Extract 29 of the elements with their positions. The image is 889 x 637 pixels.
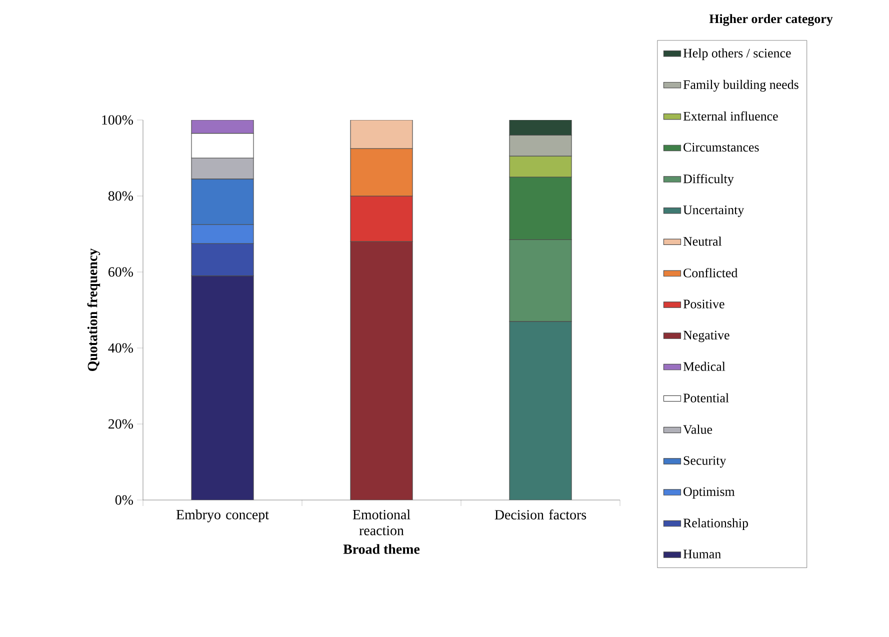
- y-axis-title: Quotation frequency: [87, 248, 100, 371]
- legend-label: Conflicted: [684, 268, 738, 278]
- legend-label: Negative: [683, 330, 730, 342]
- legend-label: Human: [683, 550, 721, 558]
- legend-label: Neutral: [683, 236, 722, 246]
- y-tick-label: 0%: [115, 495, 133, 505]
- x-tick-label: Embryo concept: [176, 510, 269, 522]
- legend-label: Circumstances: [684, 142, 759, 152]
- legend-label: Help others / science: [683, 48, 791, 60]
- legend-label: Positive: [683, 300, 724, 308]
- legend-label: Security: [684, 456, 726, 468]
- legend-label: Family building needs: [683, 80, 798, 92]
- x-tick-label: Decision factors: [494, 510, 586, 520]
- legend-label: Relationship: [683, 518, 748, 530]
- legend-title: Higher order category: [709, 14, 833, 26]
- y-tick-label: 80%: [108, 191, 133, 201]
- legend-label: Difficulty: [683, 174, 734, 186]
- x-axis-title: Broad theme: [343, 544, 420, 554]
- legend-label: Potential: [683, 393, 729, 402]
- legend-label: External influence: [683, 111, 778, 121]
- legend-label: Medical: [683, 362, 726, 371]
- y-tick-label: 20%: [108, 419, 133, 429]
- legend-label: Value: [683, 424, 712, 434]
- y-tick-label: 60%: [108, 267, 133, 277]
- y-tick-label: 100%: [102, 115, 133, 125]
- y-tick-label: 40%: [108, 343, 133, 353]
- legend-label: Optimism: [684, 487, 735, 499]
- legend-label: Uncertainty: [683, 206, 744, 217]
- x-tick-label: Emotional reaction: [352, 510, 410, 536]
